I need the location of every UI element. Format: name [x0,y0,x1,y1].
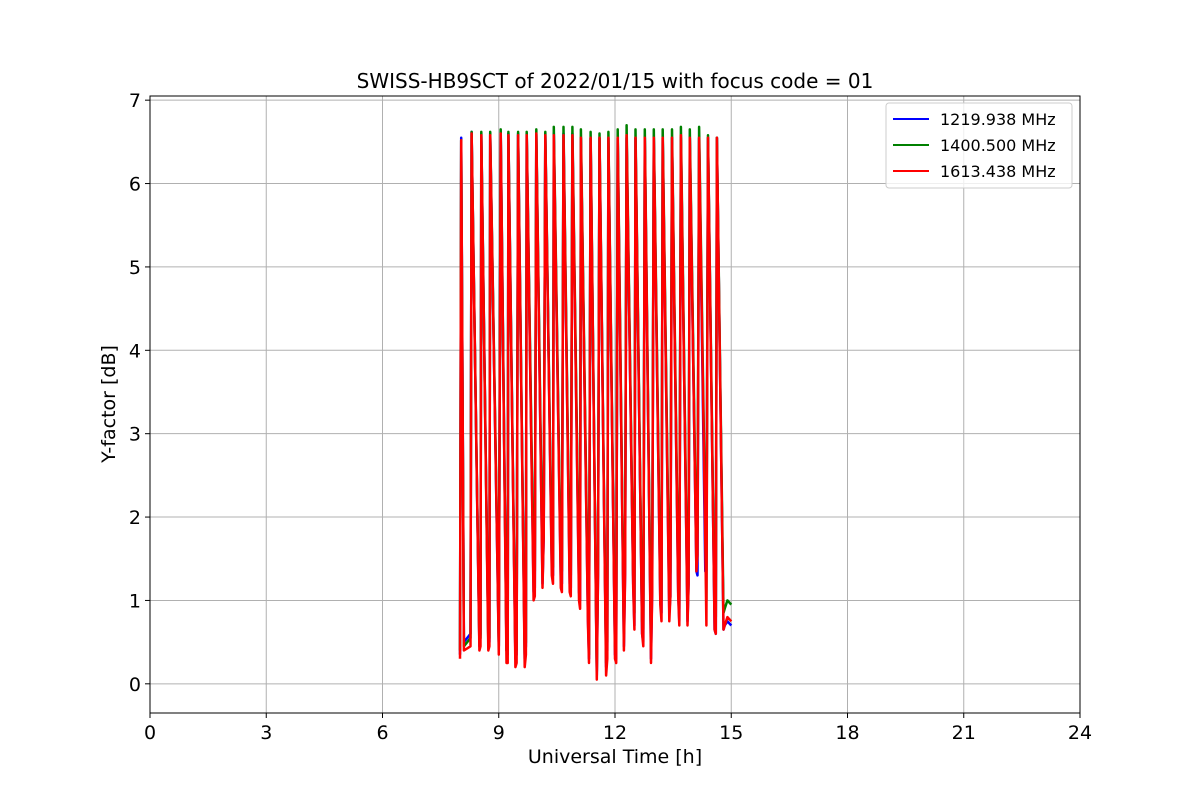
series-layer [458,123,733,681]
series-line-2 [458,132,733,681]
x-tick-label: 15 [719,722,743,744]
legend-box [885,102,1073,189]
y-tick-label: 1 [129,590,141,612]
y-tick-label: 6 [129,174,141,196]
x-tick-label: 18 [835,722,859,744]
y-tick-label: 4 [129,340,141,362]
x-tick-label: 3 [260,722,272,744]
x-tick-label: 24 [1068,722,1092,744]
y-axis-label: Y-factor [dB] [98,345,120,464]
y-tick-label: 2 [129,507,141,529]
x-axis-label: Universal Time [h] [528,746,702,768]
y-tick-label: 0 [129,674,141,696]
legend: 1219.938 MHz 1400.500 MHz 1613.438 MHz [885,102,1073,189]
x-tick-label: 0 [144,722,156,744]
legend-label-1219-mhz: 1219.938 MHz [940,110,1056,129]
x-tick-label: 12 [603,722,627,744]
x-axis-ticks: 0 3 6 9 12 15 18 21 24 [144,713,1092,744]
legend-label-1400-mhz: 1400.500 MHz [940,136,1056,155]
x-tick-label: 6 [376,722,388,744]
chart-title: SWISS-HB9SCT of 2022/01/15 with focus co… [357,69,874,93]
y-axis-ticks: 0 1 2 3 4 5 6 7 [129,90,150,696]
x-tick-label: 21 [952,722,976,744]
grid-lines [149,96,1081,713]
x-tick-label: 9 [493,722,505,744]
y-tick-label: 7 [129,90,141,112]
y-tick-label: 5 [129,257,141,279]
y-tick-label: 3 [129,424,141,446]
legend-label-1613-mhz: 1613.438 MHz [940,162,1056,181]
